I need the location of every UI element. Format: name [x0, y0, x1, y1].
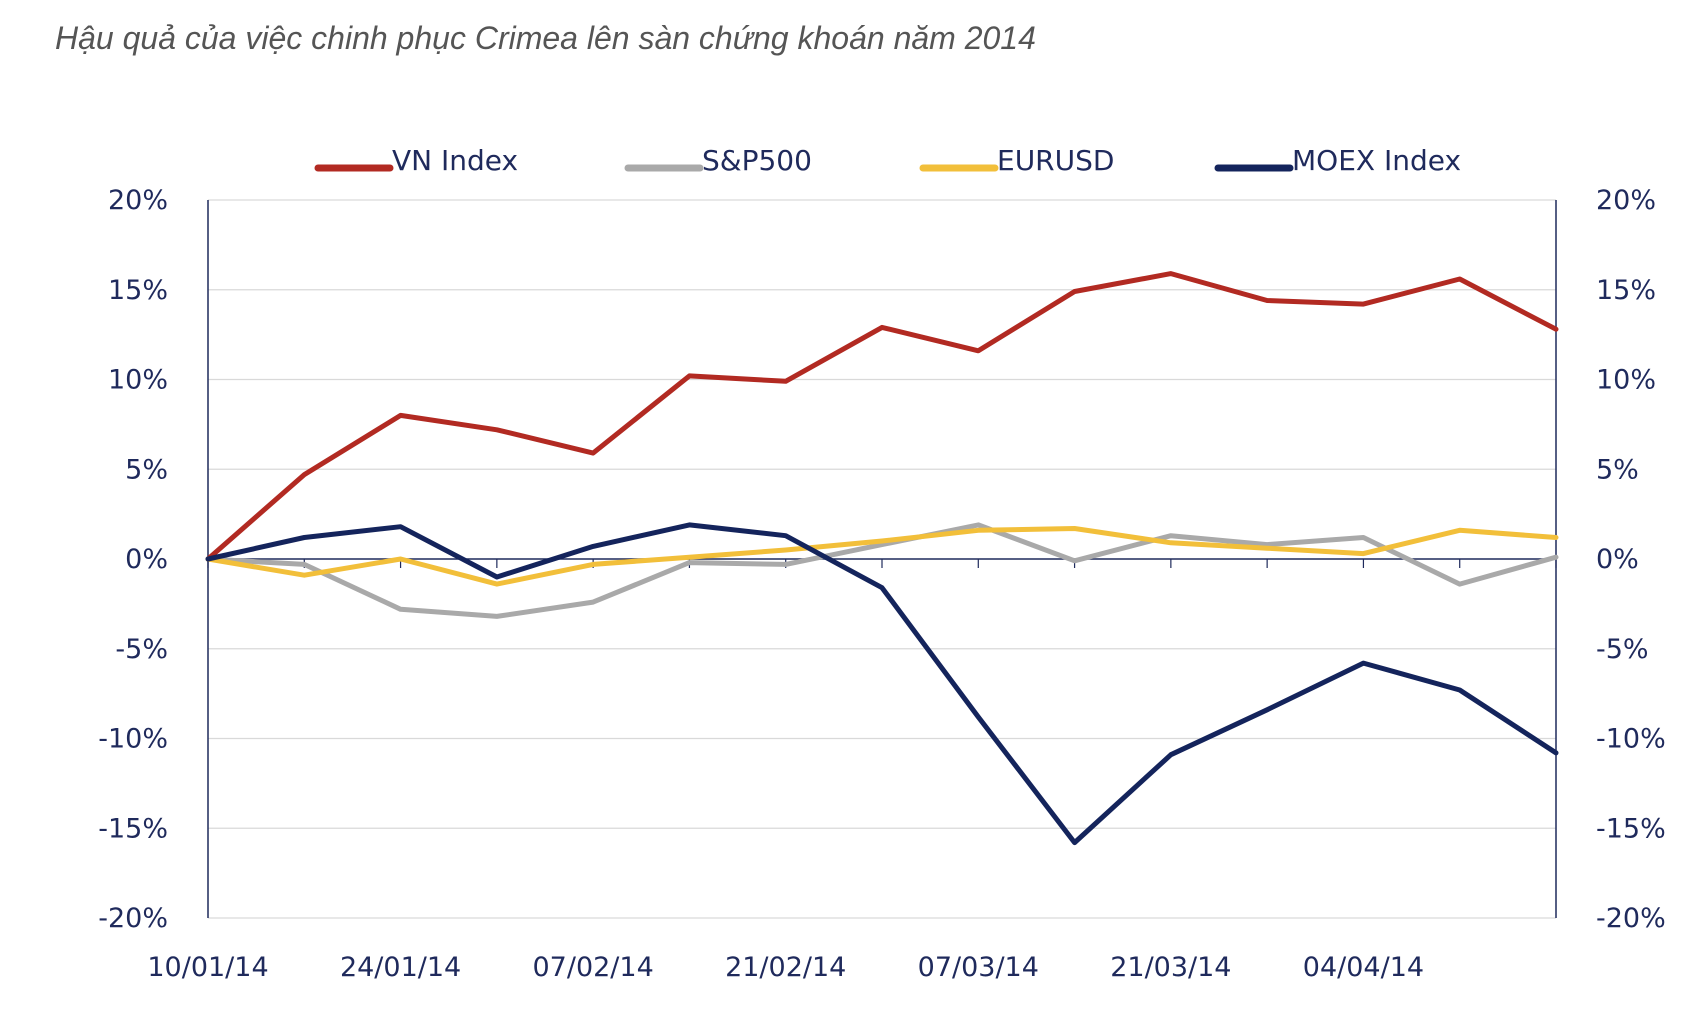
y-tick-label-right: -5%: [1596, 634, 1649, 665]
x-tick-label: 21/02/14: [725, 952, 846, 983]
y-tick-label-left: 20%: [108, 185, 168, 216]
legend-label: MOEX Index: [1292, 144, 1461, 177]
legend-label: S&P500: [702, 144, 812, 177]
x-tick-label: 24/01/14: [340, 952, 461, 983]
y-tick-label-left: -10%: [98, 724, 168, 755]
y-tick-label-right: -10%: [1596, 724, 1666, 755]
series-line-s-p500: [205, 522, 1559, 619]
y-tick-label-right: -15%: [1596, 813, 1666, 844]
gridlines: [208, 199, 1556, 919]
x-tick-label: 21/03/14: [1110, 952, 1231, 983]
y-tick-label-right: 15%: [1596, 275, 1656, 306]
series-line-eurusd: [205, 526, 1559, 587]
y-tick-label-left: 5%: [125, 454, 168, 485]
legend-label: VN Index: [392, 144, 518, 177]
y-tick-label-right: -20%: [1596, 903, 1666, 934]
x-tick-label: 04/04/14: [1303, 952, 1424, 983]
legend-label: EURUSD: [997, 144, 1114, 177]
y-tick-label-left: -5%: [115, 634, 168, 665]
chart-caption: Hậu quả của việc chinh phục Crimea lên s…: [55, 20, 1036, 56]
y-tick-label-right: 10%: [1596, 365, 1656, 396]
series-line-vn-index: [205, 271, 1559, 562]
y-tick-label-left: -15%: [98, 813, 168, 844]
y-tick-label-right: 0%: [1596, 544, 1639, 575]
series-line-moex-index: [205, 522, 1559, 846]
y-tick-label-left: 0%: [125, 544, 168, 575]
y-axis-left-ticks: 20% 15% 10% 5% 0% -5% -10% -15% -20%: [98, 185, 168, 934]
x-axis-ticks: 10/01/14 24/01/14 07/02/14 21/02/14 07/03/14…: [147, 952, 1424, 983]
y-tick-label-right: 5%: [1596, 454, 1639, 485]
series-lines: [205, 271, 1559, 846]
legend: VN Index S&P500 EURUSD MOEX Index: [314, 144, 1461, 177]
x-tick-label: 10/01/14: [147, 952, 268, 983]
y-tick-label-left: 10%: [108, 365, 168, 396]
y-axis-right-ticks: 20% 15% 10% 5% 0% -5% -10% -15% -20%: [1596, 185, 1666, 934]
y-tick-label-left: 15%: [108, 275, 168, 306]
y-tick-label-left: -20%: [98, 903, 168, 934]
x-tick-label: 07/03/14: [918, 952, 1039, 983]
x-tick-label: 07/02/14: [533, 952, 654, 983]
y-tick-label-right: 20%: [1596, 185, 1656, 216]
